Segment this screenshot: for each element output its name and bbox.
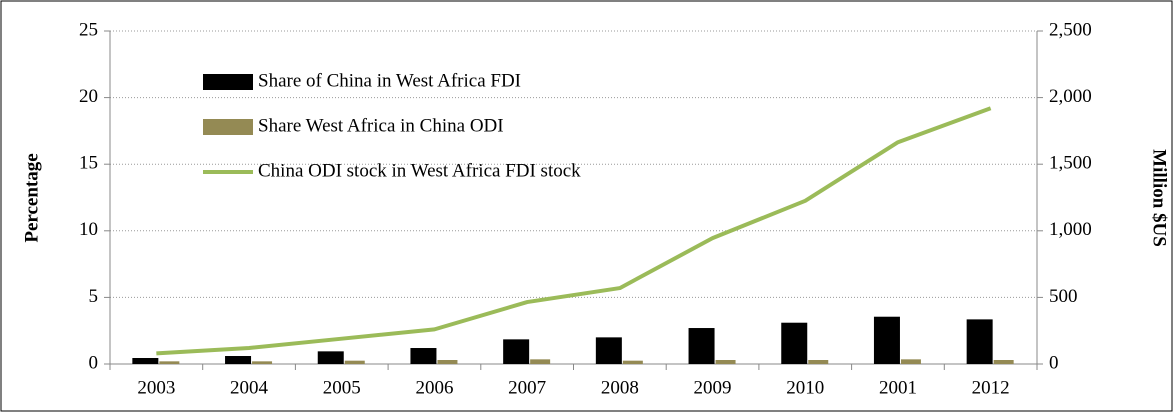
bar — [781, 322, 808, 364]
legend-label: Share of China in West Africa FDI — [258, 70, 521, 91]
x-tick-label: 2004 — [230, 377, 269, 398]
y-tick-label: 5 — [89, 286, 99, 307]
bar — [252, 361, 273, 364]
x-tick-label: 2005 — [323, 377, 361, 398]
bar — [530, 359, 551, 364]
y2-axis-title: Million $US — [1149, 149, 1170, 247]
y2-tick-label: 1,500 — [1049, 153, 1092, 174]
y2-tick-label: 0 — [1049, 352, 1059, 373]
x-tick-label: 2012 — [972, 377, 1010, 398]
legend-swatch — [203, 74, 253, 90]
y-tick-label: 0 — [89, 352, 99, 373]
bar — [993, 360, 1014, 364]
bar — [225, 356, 252, 364]
x-tick-label: 2008 — [601, 377, 639, 398]
bar — [966, 319, 993, 364]
bar — [622, 360, 643, 364]
bar — [688, 328, 715, 364]
x-tick-label: 2001 — [879, 377, 917, 398]
y2-tick-label: 2,500 — [1049, 19, 1092, 40]
y-tick-label: 15 — [79, 153, 98, 174]
y-axis-title: Percentage — [21, 153, 42, 242]
x-tick-label: 2003 — [137, 377, 175, 398]
x-tick-label: 2010 — [786, 377, 824, 398]
bar — [595, 337, 622, 364]
bar — [873, 316, 900, 364]
legend-label: Share West Africa in China ODI — [258, 115, 504, 136]
bar — [410, 348, 437, 364]
x-tick-label: 2006 — [415, 377, 453, 398]
bar — [900, 359, 921, 364]
bar — [159, 361, 180, 364]
y-tick-label: 10 — [79, 219, 98, 240]
x-tick-label: 2009 — [694, 377, 732, 398]
y-tick-label: 25 — [79, 19, 98, 40]
bar — [132, 358, 159, 364]
legend-swatch — [203, 119, 253, 135]
bar — [344, 360, 365, 364]
bar — [715, 360, 736, 364]
bar — [437, 360, 458, 364]
y2-tick-label: 500 — [1049, 286, 1078, 307]
bar — [808, 360, 829, 364]
y2-tick-label: 1,000 — [1049, 219, 1092, 240]
bar — [317, 351, 344, 364]
bar — [503, 339, 530, 364]
line — [156, 106, 992, 356]
y2-tick-label: 2,000 — [1049, 86, 1092, 107]
x-tick-label: 2007 — [508, 377, 546, 398]
legend-label: China ODI stock in West Africa FDI stock — [258, 160, 581, 181]
y-tick-label: 20 — [79, 86, 98, 107]
